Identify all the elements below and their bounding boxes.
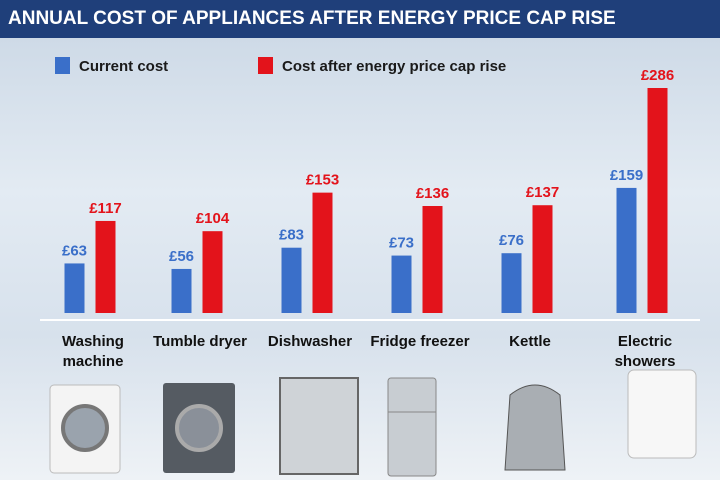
bar bbox=[422, 206, 443, 313]
value-label: £73 bbox=[389, 235, 414, 252]
value-label: £104 bbox=[196, 210, 230, 227]
category-label: Electric showers bbox=[614, 333, 676, 370]
bar bbox=[647, 88, 668, 313]
value-label: £136 bbox=[416, 185, 449, 202]
bar bbox=[281, 247, 302, 313]
value-label: £153 bbox=[306, 172, 339, 189]
bar bbox=[171, 268, 192, 313]
value-label: £159 bbox=[610, 167, 643, 184]
legend-label: Current cost bbox=[79, 58, 168, 75]
fridge-picture bbox=[387, 377, 437, 477]
legend-label: Cost after energy price cap rise bbox=[282, 58, 506, 75]
value-label: £137 bbox=[526, 184, 559, 201]
category-label: Dishwasher bbox=[267, 333, 353, 350]
kettle-picture bbox=[504, 384, 566, 471]
bar bbox=[532, 205, 553, 313]
category-label: Kettle bbox=[509, 333, 551, 350]
washing-machine-door bbox=[61, 404, 109, 452]
value-label: £117 bbox=[89, 200, 122, 217]
dishwasher-picture bbox=[279, 377, 359, 475]
legend-swatch bbox=[55, 57, 70, 74]
category-label: Washing machine bbox=[62, 333, 124, 370]
category-label: Tumble dryer bbox=[153, 333, 247, 350]
value-label: £286 bbox=[641, 67, 674, 84]
value-label: £63 bbox=[62, 242, 87, 259]
value-label: £76 bbox=[499, 232, 524, 249]
legend-swatch bbox=[258, 57, 273, 74]
bar bbox=[391, 255, 412, 313]
bar bbox=[616, 187, 637, 313]
value-label: £56 bbox=[169, 248, 194, 265]
appliance-pictures bbox=[49, 369, 697, 477]
chart-title: ANNUAL COST OF APPLIANCES AFTER ENERGY P… bbox=[0, 0, 720, 38]
value-label: £83 bbox=[279, 227, 304, 244]
bar bbox=[312, 192, 333, 313]
bar bbox=[64, 263, 85, 313]
bar bbox=[501, 253, 522, 313]
tumble-dryer-door bbox=[175, 404, 223, 452]
category-label: Fridge freezer bbox=[370, 333, 470, 350]
bar bbox=[202, 231, 223, 313]
shower-picture bbox=[627, 369, 697, 459]
bar bbox=[95, 220, 116, 313]
